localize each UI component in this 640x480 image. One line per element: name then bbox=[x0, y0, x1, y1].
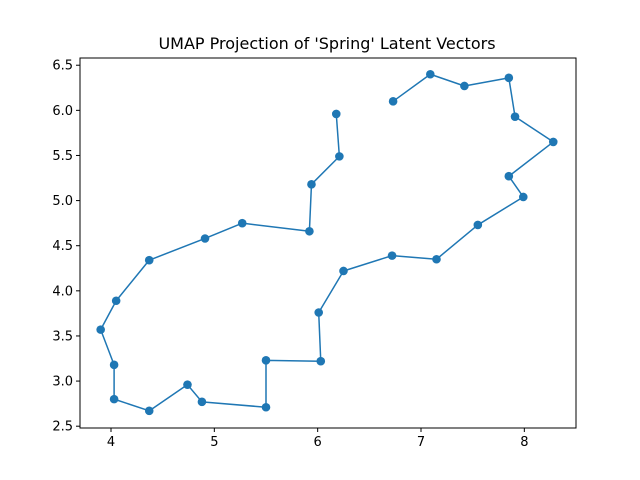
data-point bbox=[144, 255, 154, 265]
data-point bbox=[473, 220, 483, 230]
data-point bbox=[109, 360, 119, 370]
data-point bbox=[237, 218, 247, 228]
data-point bbox=[510, 112, 520, 121]
y-tick-label: 4.5 bbox=[52, 239, 73, 254]
data-point bbox=[197, 397, 207, 407]
data-point bbox=[200, 234, 210, 243]
data-point bbox=[335, 152, 344, 161]
series-line bbox=[99, 73, 555, 412]
y-tick-label: 2.5 bbox=[52, 420, 73, 435]
data-point bbox=[504, 73, 514, 83]
data-point bbox=[307, 180, 316, 189]
y-tick-label: 3.0 bbox=[52, 375, 73, 390]
y-tick-label: 5.0 bbox=[52, 194, 73, 209]
data-point bbox=[314, 308, 324, 317]
data-point bbox=[96, 325, 105, 334]
data-point bbox=[460, 81, 469, 91]
x-tick-label: 6 bbox=[314, 435, 322, 450]
data-point bbox=[331, 109, 341, 119]
data-point bbox=[261, 402, 271, 412]
data-point bbox=[426, 69, 435, 79]
x-tick-label: 5 bbox=[210, 435, 218, 450]
data-point bbox=[504, 171, 514, 181]
data-point bbox=[144, 406, 154, 416]
data-point bbox=[387, 251, 397, 260]
data-point bbox=[339, 266, 348, 276]
data-point bbox=[432, 254, 441, 264]
axes-frame bbox=[79, 57, 577, 429]
data-point bbox=[388, 97, 398, 106]
data-point bbox=[519, 192, 528, 202]
y-tick-label: 6.5 bbox=[52, 59, 73, 74]
data-point bbox=[109, 394, 119, 404]
data-point bbox=[305, 226, 314, 236]
x-tick-label: 8 bbox=[520, 435, 528, 450]
data-point bbox=[111, 296, 121, 306]
data-point bbox=[316, 356, 326, 366]
data-point bbox=[261, 356, 271, 365]
data-point bbox=[183, 380, 192, 389]
data-point bbox=[548, 137, 558, 147]
y-tick-label: 6.0 bbox=[52, 104, 73, 119]
x-tick-label: 7 bbox=[417, 435, 425, 450]
y-tick-label: 3.5 bbox=[52, 329, 73, 344]
chart-title: UMAP Projection of 'Spring' Latent Vecto… bbox=[158, 34, 495, 53]
axis-ticks: 4 5 6 7 8 2.5 3.0 3.5 4.0 4.5 5.0 5.5 6.0 6.5 bbox=[52, 59, 528, 450]
plot-area bbox=[96, 69, 558, 416]
y-tick-label: 4.0 bbox=[52, 284, 73, 299]
y-tick-label: 5.5 bbox=[52, 149, 73, 164]
x-tick-label: 4 bbox=[107, 435, 115, 450]
